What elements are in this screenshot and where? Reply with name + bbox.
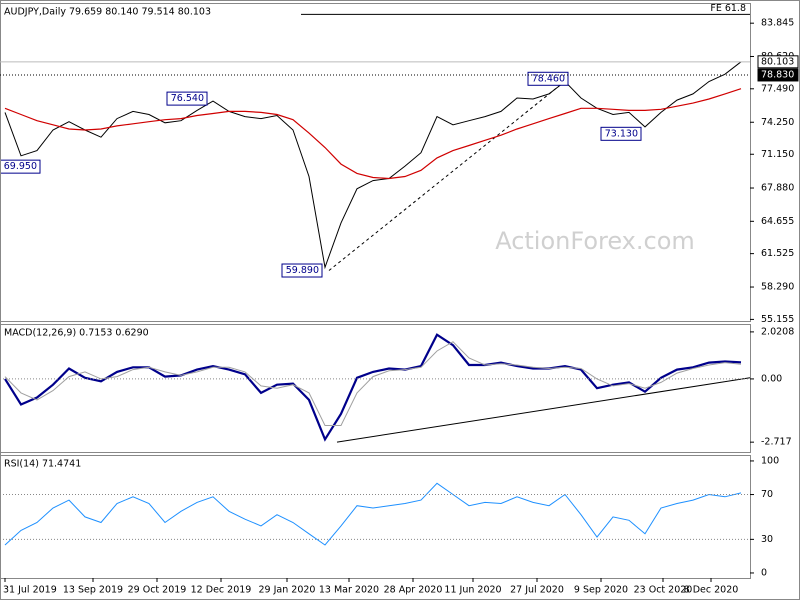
x-tick-label: 11 Jun 2020 (444, 585, 501, 596)
panel-title: RSI(14) 71.4741 (4, 459, 81, 470)
y-tick-label: 67.880 (761, 183, 794, 194)
y-tick-label: 83.845 (761, 18, 794, 29)
level-label: 78.830 (761, 69, 794, 80)
annotation-label: 78.460 (532, 73, 565, 84)
y-tick-label: 74.250 (761, 117, 794, 128)
level-box (757, 68, 799, 82)
x-tick-label: 13 Sep 2019 (63, 585, 123, 596)
y-tick-label: -2.717 (761, 437, 792, 448)
y-tick-label: 0 (761, 567, 767, 578)
series-line (4, 61, 742, 270)
annotation-box (600, 126, 642, 141)
panel-1 (4, 333, 751, 443)
series-line (4, 341, 742, 426)
annotation-label: 69.950 (4, 161, 37, 172)
panel-title: MACD(12,26,9) 0.7153 0.6290 (4, 328, 149, 339)
level-box (757, 55, 799, 69)
y-tick-label: 77.490 (761, 83, 794, 94)
y-tick-label: 55.155 (761, 314, 794, 325)
series-line (4, 482, 742, 546)
series-line (4, 88, 742, 180)
x-tick-label: 31 Jul 2019 (3, 585, 57, 596)
x-tick-label: 12 Dec 2019 (191, 585, 252, 596)
annotation-label: 76.540 (171, 93, 204, 104)
x-tick-label: 8 Dec 2020 (684, 585, 739, 596)
annotation-box (166, 91, 208, 106)
annotation-label: 59.890 (286, 265, 319, 276)
y-tick-label: 2.0208 (761, 326, 794, 337)
y-tick-label: 61.525 (761, 248, 794, 259)
annotation-box (281, 263, 323, 278)
level-label: 80.103 (761, 56, 794, 67)
panel-border (0, 324, 751, 453)
trendline (336, 377, 751, 443)
x-tick-label: 28 Apr 2020 (384, 585, 443, 596)
y-tick-label: 70 (761, 489, 773, 500)
series-line (4, 333, 742, 442)
watermark: ActionForex.com (495, 227, 695, 255)
fe-label: FE 61.8 (710, 3, 746, 14)
x-tick-label: 27 Jul 2020 (510, 585, 564, 596)
panel-0: ActionForex.com 76.540 78.460 73.130 59.890 6… (0, 61, 742, 278)
annotation-box (0, 159, 41, 174)
y-tick-label: 64.655 (761, 216, 794, 227)
y-tick-label: 0.00 (761, 373, 782, 384)
annotation-label: 73.130 (605, 128, 638, 139)
panel-border (0, 3, 751, 322)
y-tick-label: 30 (761, 534, 773, 545)
panel-2 (4, 482, 742, 546)
panel-border (0, 455, 751, 579)
x-tick-label: 29 Oct 2019 (128, 585, 187, 596)
x-tick-label: 29 Jan 2020 (259, 585, 316, 596)
annotation-box (527, 71, 569, 86)
y-tick-label: 58.290 (761, 282, 794, 293)
y-tick-label: 100 (761, 455, 779, 466)
y-tick-label: 71.150 (761, 149, 794, 160)
x-tick-label: 23 Oct 2020 (634, 585, 693, 596)
x-tick-label: 13 Mar 2020 (319, 585, 379, 596)
x-tick-label: 9 Sep 2020 (574, 585, 628, 596)
panel-title: AUDJPY,Daily 79.659 80.140 79.514 80.103 (4, 7, 211, 18)
